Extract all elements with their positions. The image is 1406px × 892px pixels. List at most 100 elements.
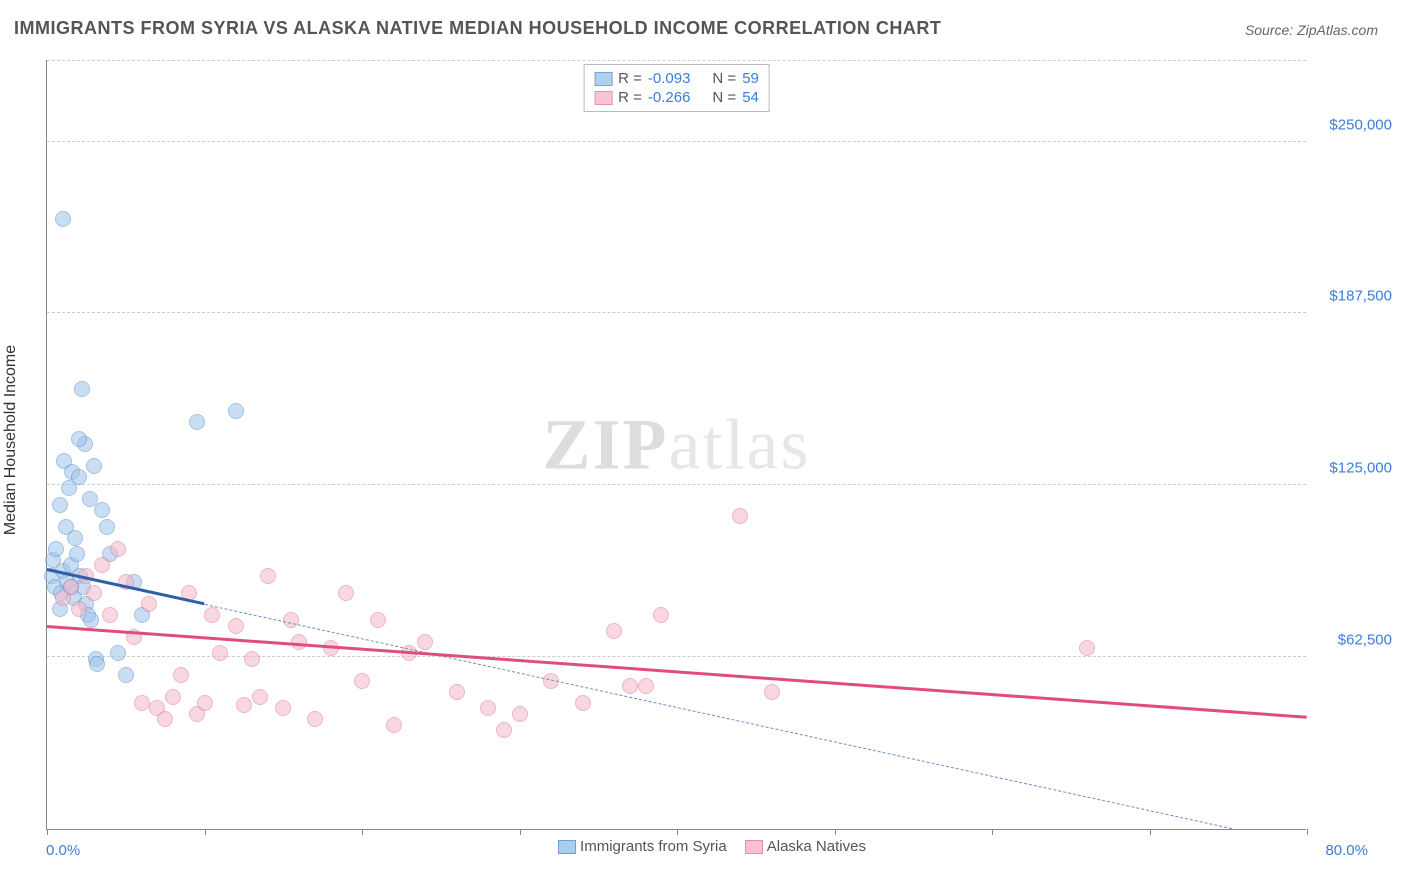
- legend-swatch: [745, 840, 763, 854]
- data-point: [480, 700, 496, 716]
- n-label: N =: [712, 89, 736, 106]
- legend-swatch: [594, 72, 612, 86]
- r-value: -0.266: [648, 89, 691, 106]
- data-point: [417, 634, 433, 650]
- data-point: [134, 695, 150, 711]
- source-attribution: Source: ZipAtlas.com: [1245, 22, 1378, 38]
- gridline: [47, 656, 1306, 657]
- x-tick: [1150, 829, 1151, 835]
- data-point: [354, 673, 370, 689]
- x-tick: [992, 829, 993, 835]
- data-point: [764, 684, 780, 700]
- y-axis-title: Median Household Income: [2, 345, 20, 535]
- gridline: [47, 312, 1306, 313]
- legend-swatch: [558, 840, 576, 854]
- x-tick: [835, 829, 836, 835]
- legend-swatch: [594, 91, 612, 105]
- source-label: Source:: [1245, 22, 1293, 38]
- data-point: [99, 519, 115, 535]
- source-value: ZipAtlas.com: [1297, 22, 1378, 38]
- data-point: [1079, 640, 1095, 656]
- data-point: [228, 403, 244, 419]
- data-point: [252, 689, 268, 705]
- data-point: [260, 568, 276, 584]
- watermark-bold: ZIP: [543, 404, 669, 484]
- data-point: [275, 700, 291, 716]
- stats-legend: R = -0.093 N = 59 R = -0.266 N = 54: [583, 64, 770, 112]
- x-tick: [205, 829, 206, 835]
- chart-title: IMMIGRANTS FROM SYRIA VS ALASKA NATIVE M…: [14, 18, 941, 39]
- data-point: [606, 623, 622, 639]
- gridline: [47, 141, 1306, 142]
- data-point: [89, 656, 105, 672]
- data-point: [204, 607, 220, 623]
- gridline: [47, 60, 1306, 61]
- data-point: [110, 541, 126, 557]
- series-legend: Immigrants from SyriaAlaska Natives: [0, 838, 1406, 855]
- legend-label: Immigrants from Syria: [580, 838, 727, 855]
- data-point: [197, 695, 213, 711]
- data-point: [63, 579, 79, 595]
- data-point: [83, 612, 99, 628]
- data-point: [622, 678, 638, 694]
- correlation-chart: IMMIGRANTS FROM SYRIA VS ALASKA NATIVE M…: [0, 0, 1406, 892]
- data-point: [512, 706, 528, 722]
- r-value: -0.093: [648, 70, 691, 87]
- watermark-rest: atlas: [669, 404, 811, 484]
- watermark: ZIPatlas: [543, 403, 811, 486]
- data-point: [67, 530, 83, 546]
- data-point: [94, 557, 110, 573]
- x-tick: [1307, 829, 1308, 835]
- x-tick: [362, 829, 363, 835]
- data-point: [386, 717, 402, 733]
- gridline: [47, 484, 1306, 485]
- data-point: [157, 711, 173, 727]
- data-point: [496, 722, 512, 738]
- data-point: [165, 689, 181, 705]
- data-point: [55, 211, 71, 227]
- data-point: [52, 497, 68, 513]
- data-point: [141, 596, 157, 612]
- y-tick-label: $62,500: [1312, 632, 1392, 649]
- data-point: [71, 431, 87, 447]
- data-point: [110, 645, 126, 661]
- y-tick-label: $187,500: [1312, 288, 1392, 305]
- data-point: [732, 508, 748, 524]
- data-point: [236, 697, 252, 713]
- y-tick-label: $250,000: [1312, 116, 1392, 133]
- r-label: R =: [618, 70, 642, 87]
- x-tick: [47, 829, 48, 835]
- data-point: [86, 458, 102, 474]
- data-point: [69, 546, 85, 562]
- data-point: [228, 618, 244, 634]
- x-tick: [677, 829, 678, 835]
- data-point: [74, 381, 90, 397]
- data-point: [638, 678, 654, 694]
- r-label: R =: [618, 89, 642, 106]
- data-point: [173, 667, 189, 683]
- trend-line-extrapolated: [204, 604, 1231, 829]
- n-label: N =: [712, 70, 736, 87]
- data-point: [307, 711, 323, 727]
- data-point: [212, 645, 228, 661]
- data-point: [102, 607, 118, 623]
- data-point: [94, 502, 110, 518]
- data-point: [48, 541, 64, 557]
- y-tick-label: $125,000: [1312, 460, 1392, 477]
- x-tick: [520, 829, 521, 835]
- data-point: [653, 607, 669, 623]
- data-point: [338, 585, 354, 601]
- plot-area: ZIPatlas R =-0.093N =59R =-0.266N =54 $6…: [46, 60, 1306, 830]
- data-point: [71, 601, 87, 617]
- data-point: [86, 585, 102, 601]
- data-point: [449, 684, 465, 700]
- data-point: [244, 651, 260, 667]
- data-point: [71, 469, 87, 485]
- stats-legend-row: R = -0.093 N = 59: [594, 69, 759, 88]
- data-point: [283, 612, 299, 628]
- data-point: [370, 612, 386, 628]
- data-point: [575, 695, 591, 711]
- n-value: 54: [742, 89, 759, 106]
- n-value: 59: [742, 70, 759, 87]
- stats-legend-row: R = -0.266 N = 54: [594, 88, 759, 107]
